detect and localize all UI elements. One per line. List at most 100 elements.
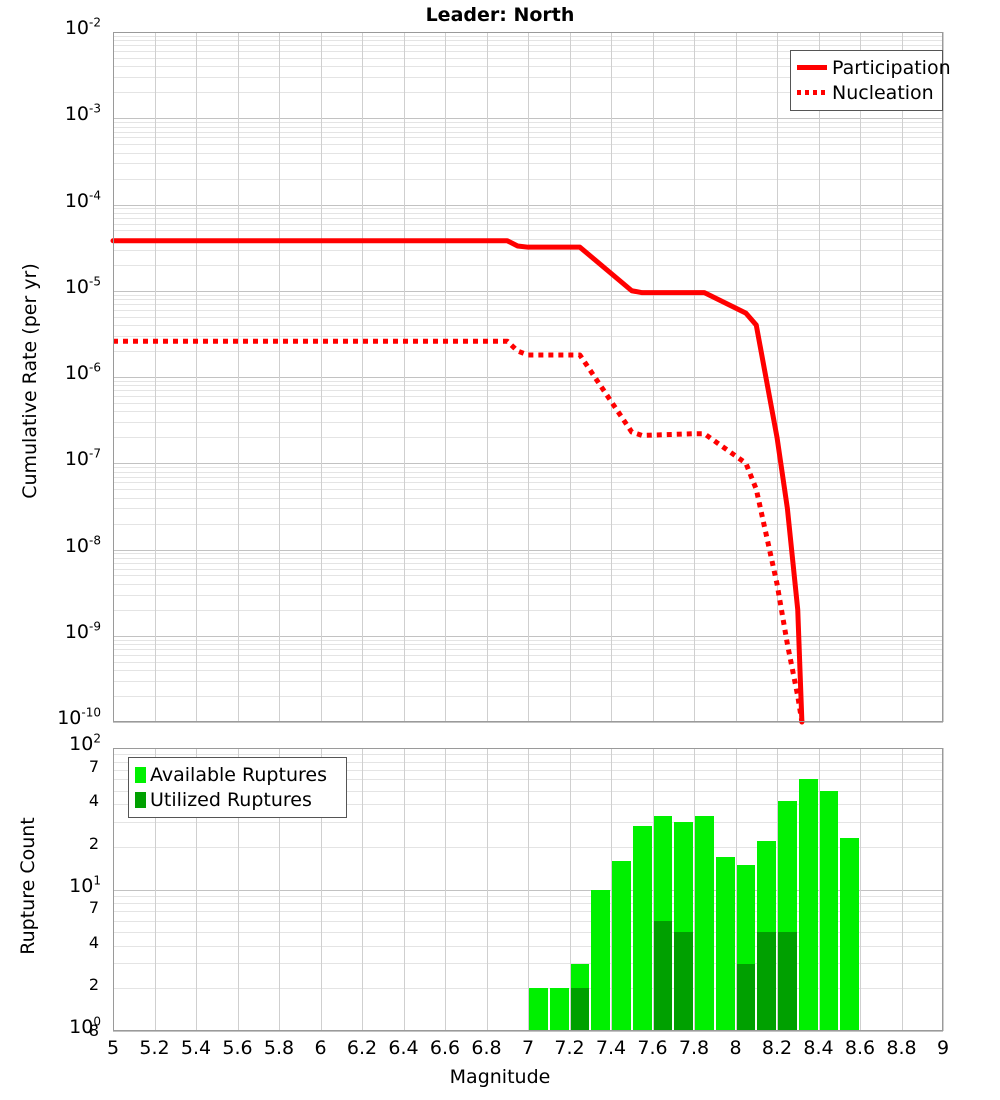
gridline-vertical [445, 32, 446, 722]
bar-utilized [674, 932, 693, 1031]
y-tick-label-minor: 8 [88, 1021, 99, 1040]
y-tick-label-minor: 7 [88, 756, 99, 776]
bar-available [798, 779, 818, 1031]
gridline-vertical [279, 748, 280, 1031]
gridline-vertical [362, 748, 363, 1031]
gridline-vertical [860, 32, 861, 722]
y-tick-label-minor: 4 [88, 932, 99, 952]
bar-available [632, 826, 652, 1031]
gridline-vertical [860, 748, 861, 1031]
x-tick-label: 5.4 [180, 1037, 212, 1059]
bar-available [695, 816, 714, 1031]
legend-item-utilized-ruptures[interactable]: Utilized Ruptures [135, 787, 338, 812]
y-tick-label: 10-7 [64, 446, 101, 471]
x-tick-label: 6.2 [346, 1037, 378, 1059]
x-tick-label: 5.8 [263, 1037, 295, 1059]
y-tick-label: 10-10 [57, 705, 101, 729]
bar-available [591, 889, 610, 1031]
y-tick-label: 10-5 [64, 274, 101, 298]
x-tick-label: 6.4 [388, 1037, 419, 1059]
legend-item-nucleation[interactable]: Nucleation [797, 80, 934, 105]
gridline-vertical [901, 32, 903, 722]
x-tick-label: 5 [106, 1037, 120, 1059]
legend-label: Utilized Ruptures [150, 788, 312, 811]
gridline-vertical [569, 748, 571, 1031]
gridline-vertical [694, 32, 695, 722]
gridline-vertical [196, 748, 197, 1031]
gridline-vertical [528, 748, 529, 1031]
gridline-vertical [403, 32, 405, 722]
gridline-vertical [154, 748, 156, 1031]
y-tick-label-minor: 2 [88, 833, 99, 853]
bar-available [715, 856, 735, 1031]
gridline-vertical [735, 32, 737, 722]
bar-utilized [736, 963, 756, 1031]
gridline-vertical [735, 748, 737, 1031]
x-tick-label: 8.6 [844, 1037, 876, 1059]
y-tick-label: 10-9 [64, 619, 101, 643]
x-tick-label: 8 [729, 1037, 742, 1059]
x-tick-label: 9 [936, 1037, 950, 1059]
bar-available [549, 988, 569, 1031]
x-tick-label: 8.8 [886, 1037, 917, 1059]
rupture-count-panel [113, 748, 944, 1032]
gridline-vertical [486, 32, 488, 722]
gridline-vertical [943, 748, 944, 1031]
rupture-bars [113, 748, 943, 1031]
gridline-vertical [611, 32, 612, 722]
gridline-vertical [652, 748, 654, 1031]
bar-utilized [757, 932, 776, 1031]
gridline-horizontal [113, 722, 943, 723]
gridline-vertical [777, 32, 778, 722]
gridline-vertical [901, 748, 903, 1031]
rupture-legend: Available Ruptures Utilized Ruptures [128, 757, 347, 818]
rate-legend: Participation Nucleation [790, 50, 951, 111]
gridline-vertical [818, 32, 820, 722]
gridline-vertical [320, 32, 322, 722]
x-tick-label: 7 [521, 1037, 535, 1059]
participation-curve [110, 238, 805, 725]
available-swatch-icon [135, 766, 146, 783]
legend-label: Participation [832, 56, 951, 79]
bar-available [819, 790, 839, 1031]
gridline-vertical [237, 748, 239, 1031]
page-title: Leader: North [425, 4, 575, 26]
gridline-vertical [445, 748, 446, 1031]
y-tick-label-minor: 2 [88, 975, 99, 995]
gridline-vertical [154, 32, 156, 722]
y-tick-label: 10-3 [64, 101, 101, 126]
bar-utilized [653, 920, 673, 1031]
cumulative-rate-panel [110, 32, 944, 725]
nucleation-curve [113, 338, 805, 723]
gridline-vertical [652, 32, 654, 722]
solid-line-icon [797, 65, 827, 70]
gridline-horizontal [113, 1031, 943, 1032]
x-tick-label: 7.2 [554, 1037, 585, 1059]
y-tick-label: 101 [69, 873, 101, 897]
rate-curves [110, 238, 805, 725]
top-panel-y-axis-label: Cumulative Rate (per yr) [19, 263, 41, 499]
x-tick-label: 6 [314, 1037, 327, 1059]
gridline-vertical [611, 748, 612, 1031]
legend-item-available-ruptures[interactable]: Available Ruptures [135, 762, 338, 787]
gridline-vertical [196, 32, 197, 722]
bar-utilized [778, 932, 797, 1031]
y-tick-label-minor: 4 [88, 791, 99, 811]
x-tick-label: 7.4 [595, 1037, 627, 1059]
bar-available [612, 860, 631, 1031]
x-tick-label: 8.2 [761, 1037, 793, 1059]
gridline-vertical [569, 32, 571, 722]
bar-available [529, 988, 548, 1031]
gridline-vertical [528, 32, 529, 722]
gridline-vertical [320, 748, 322, 1031]
y-tick-label: 10-6 [64, 360, 101, 384]
gridline-vertical [403, 748, 405, 1031]
x-tick-label: 6.8 [471, 1037, 502, 1059]
legend-item-participation[interactable]: Participation [797, 55, 951, 80]
bar-utilized [570, 988, 590, 1031]
x-tick-label: 5.6 [222, 1037, 253, 1059]
y-tick-label-minor: 7 [88, 898, 99, 918]
bar-available [840, 838, 859, 1031]
legend-label: Available Ruptures [150, 763, 327, 786]
y-tick-label: 100 [69, 1014, 101, 1038]
